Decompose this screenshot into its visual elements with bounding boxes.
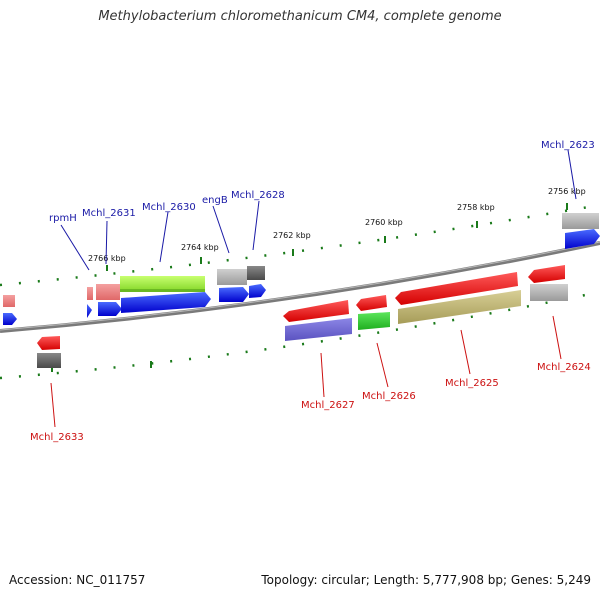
- gene-mchl-2627-purple: [285, 318, 352, 341]
- label-rpmH: rpmH: [49, 213, 77, 224]
- label-mchl-2631: Mchl_2631: [82, 208, 136, 219]
- gene-mchl-2624: [528, 265, 565, 283]
- genome-summary-text: Topology: circular; Length: 5,777,908 bp…: [261, 573, 591, 587]
- scale-label-2758: 2758 kbp: [457, 203, 495, 212]
- scale-label-2756: 2756 kbp: [548, 187, 586, 196]
- label-mchl-2630: Mchl_2630: [142, 202, 196, 213]
- gene-mchl-2628-grey: [247, 266, 265, 280]
- gene-mchl-2623: [565, 229, 600, 249]
- label-engB: engB: [202, 195, 228, 206]
- reverse-leaders: [50, 315, 562, 428]
- reverse-gene-labels: Mchl_2633 Mchl_2627 Mchl_2626 Mchl_2625 …: [30, 362, 591, 443]
- gene-mchl-2628: [249, 284, 266, 298]
- accession-text: Accession: NC_011757: [9, 573, 146, 587]
- gene-mchl-2633-red: [37, 336, 60, 350]
- scale-label-2764: 2764 kbp: [181, 243, 219, 252]
- genome-backbone: [0, 241, 600, 333]
- gene-mchl-2631: [98, 302, 122, 316]
- forward-leaders: [60, 149, 577, 271]
- label-mchl-2625: Mchl_2625: [445, 378, 499, 389]
- gene-mchl-2630-lime: [120, 276, 205, 291]
- gene-rpmH-top: [87, 287, 93, 300]
- gene-mchl-2626: [356, 295, 387, 311]
- gene-left-edge-pink: [3, 295, 15, 307]
- scale-label-2766: 2766 kbp: [88, 254, 126, 263]
- gene-mchl-2630: [121, 292, 211, 313]
- forward-gene-labels: rpmH Mchl_2631 Mchl_2630 engB Mchl_2628 …: [49, 140, 595, 224]
- gene-mchl-2627: [283, 300, 349, 322]
- genome-title: Methylobacterium chloromethanicum CM4, c…: [98, 9, 502, 24]
- gene-rpmH: [87, 304, 92, 318]
- label-mchl-2624: Mchl_2624: [537, 362, 591, 373]
- scale-labels: 2766 kbp 2764 kbp 2762 kbp 2760 kbp 2758…: [88, 187, 586, 263]
- scale-label-2762: 2762 kbp: [273, 231, 311, 240]
- label-mchl-2623: Mchl_2623: [541, 140, 595, 151]
- gene-mchl-2625: [395, 272, 518, 305]
- scale-label-2760: 2760 kbp: [365, 218, 403, 227]
- gene-engB-grey: [217, 269, 247, 285]
- label-mchl-2627: Mchl_2627: [301, 400, 355, 411]
- gene-mchl-2623-grey: [562, 213, 599, 229]
- gene-left-edge-blue: [3, 313, 17, 325]
- label-mchl-2626: Mchl_2626: [362, 391, 416, 402]
- gene-engB: [219, 287, 249, 302]
- major-ticks: [51, 203, 568, 372]
- gene-mchl-2633-dgrey: [37, 353, 61, 368]
- gene-mchl-2631-pink: [96, 284, 120, 300]
- gene-mchl-2626-green: [358, 312, 390, 330]
- label-mchl-2628: Mchl_2628: [231, 190, 285, 201]
- label-mchl-2633: Mchl_2633: [30, 432, 84, 443]
- gene-mchl-2624-grey: [530, 284, 568, 301]
- reverse-strand-genes: [37, 265, 568, 368]
- forward-strand-genes: [3, 213, 600, 325]
- gene-mchl-2625-olive: [398, 290, 521, 324]
